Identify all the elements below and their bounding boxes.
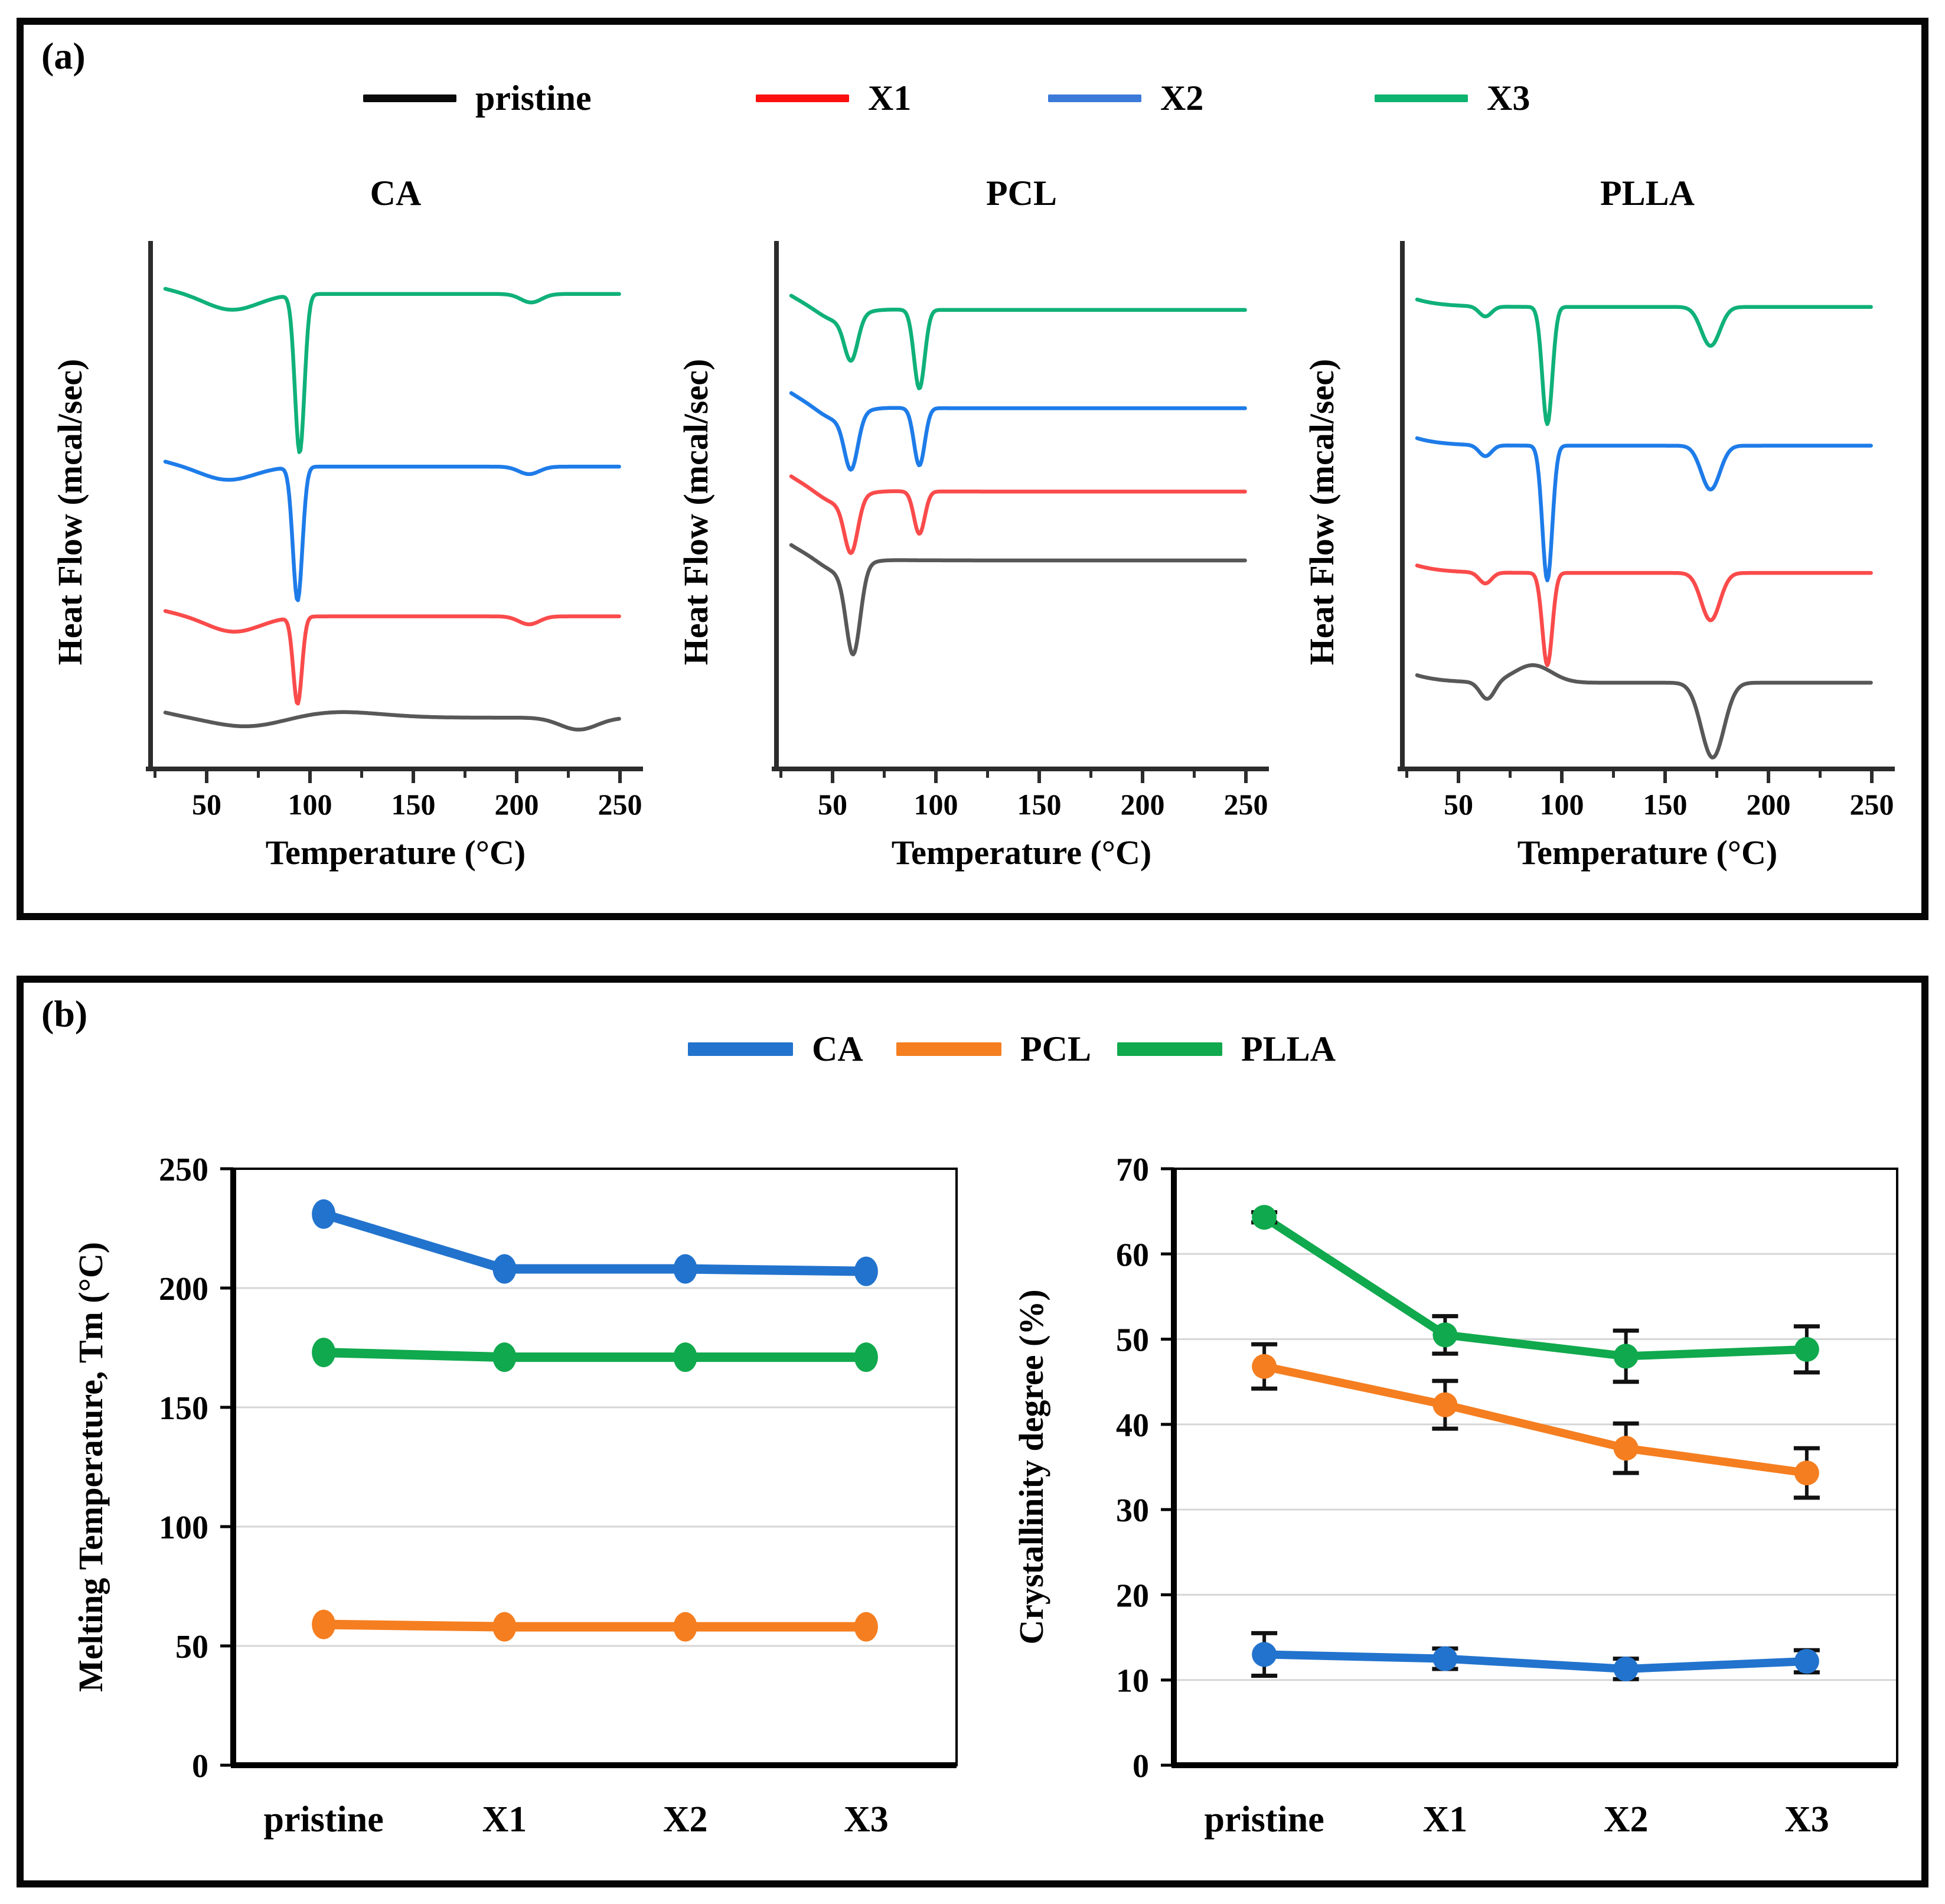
legend-label-x1: X1 xyxy=(868,78,912,118)
plla-line-swatch xyxy=(1117,1042,1222,1056)
melting-temperature-svg: 0 50 100 150 200 250 Melting Temperature, Tm (… xyxy=(71,1152,958,1840)
svg-text:100: 100 xyxy=(159,1509,208,1546)
svg-text:X2: X2 xyxy=(1604,1799,1649,1840)
crystallinity-degree-chart: 0 10 20 30 40 50 60 70 Crystallinity degree (%) p… xyxy=(997,1119,1939,1886)
svg-text:200: 200 xyxy=(1121,788,1165,821)
x2-line-swatch xyxy=(1048,94,1141,102)
svg-text:150: 150 xyxy=(391,788,436,821)
pcl-line-swatch xyxy=(896,1042,1001,1056)
svg-text:70: 70 xyxy=(1116,1152,1149,1188)
legend-item-x1: X1 xyxy=(756,77,911,119)
ca-line-swatch xyxy=(688,1042,793,1056)
legend-label-plla: PLLA xyxy=(1241,1029,1336,1068)
svg-text:Heat Flow (mcal/sec): Heat Flow (mcal/sec) xyxy=(1303,359,1341,666)
subplot-ca: CA Heat Flow (mcal/sec) 50 100 150 200 250 Temp… xyxy=(47,164,655,908)
svg-text:20: 20 xyxy=(1116,1577,1149,1614)
svg-text:Heat Flow (mcal/sec): Heat Flow (mcal/sec) xyxy=(677,359,715,666)
legend-label-pristine: pristine xyxy=(475,78,592,118)
svg-text:X3: X3 xyxy=(844,1799,889,1840)
subplot-plla: PLLA Heat Flow (mcal/sec) 50 100 150 200 250 Te… xyxy=(1299,164,1907,908)
svg-text:X1: X1 xyxy=(482,1799,527,1840)
legend-item-x3: X3 xyxy=(1375,77,1530,119)
svg-text:30: 30 xyxy=(1116,1492,1149,1529)
legend-item-pcl: PCL xyxy=(896,1028,1091,1070)
svg-text:250: 250 xyxy=(159,1152,208,1188)
svg-text:PLLA: PLLA xyxy=(1600,174,1695,213)
svg-text:pristine: pristine xyxy=(1205,1799,1324,1840)
svg-text:X3: X3 xyxy=(1784,1799,1829,1840)
legend-item-x2: X2 xyxy=(1048,77,1203,119)
svg-text:40: 40 xyxy=(1116,1407,1149,1444)
svg-text:150: 150 xyxy=(159,1390,208,1427)
svg-text:50: 50 xyxy=(818,788,847,821)
panel-a: (a) pristine X1 X2 X3 CA Heat Flow (mcal/… xyxy=(17,18,1928,920)
svg-text:PCL: PCL xyxy=(986,174,1057,213)
svg-text:200: 200 xyxy=(159,1271,208,1308)
pristine-line-swatch xyxy=(363,94,456,102)
dsc-chart-ca: CA Heat Flow (mcal/sec) 50 100 150 200 250 Temp… xyxy=(51,174,643,872)
legend-label-ca: CA xyxy=(812,1029,863,1068)
svg-text:100: 100 xyxy=(288,788,332,821)
svg-text:50: 50 xyxy=(1116,1322,1149,1359)
svg-text:pristine: pristine xyxy=(264,1799,384,1840)
x1-line-swatch xyxy=(756,94,849,102)
panel-b: (b) CA PCL PLLA 0 50 100 150 200 250 Melting T… xyxy=(17,976,1928,1887)
dsc-chart-pcl: PCL Heat Flow (mcal/sec) 50 100 150 200 250 Tem… xyxy=(677,174,1269,872)
svg-text:250: 250 xyxy=(1224,788,1268,821)
panel-b-label: (b) xyxy=(41,993,88,1035)
svg-text:50: 50 xyxy=(1444,788,1473,821)
melting-temperature-chart: 0 50 100 150 200 250 Melting Temperature, Tm (… xyxy=(56,1119,998,1886)
panel-a-label: (a) xyxy=(41,35,86,77)
legend-item-plla: PLLA xyxy=(1117,1028,1336,1070)
svg-text:Crystallinity degree (%): Crystallinity degree (%) xyxy=(1012,1289,1050,1644)
svg-text:X2: X2 xyxy=(663,1799,708,1840)
svg-text:50: 50 xyxy=(175,1629,208,1665)
svg-text:Heat Flow (mcal/sec): Heat Flow (mcal/sec) xyxy=(51,359,89,666)
legend-label-pcl: PCL xyxy=(1020,1029,1091,1068)
svg-text:150: 150 xyxy=(1643,788,1688,821)
legend-label-x2: X2 xyxy=(1160,78,1204,118)
svg-text:200: 200 xyxy=(1747,788,1791,821)
svg-text:X1: X1 xyxy=(1422,1799,1467,1840)
svg-text:50: 50 xyxy=(192,788,221,821)
crystallinity-degree-svg: 0 10 20 30 40 50 60 70 Crystallinity degree (%) p… xyxy=(1012,1152,1898,1840)
svg-text:CA: CA xyxy=(370,174,422,213)
subplot-pcl: PCL Heat Flow (mcal/sec) 50 100 150 200 250 Tem… xyxy=(673,164,1281,908)
svg-text:100: 100 xyxy=(914,788,958,821)
svg-text:150: 150 xyxy=(1017,788,1062,821)
svg-text:0: 0 xyxy=(192,1748,208,1785)
svg-text:100: 100 xyxy=(1540,788,1584,821)
svg-text:Melting Temperature, Tm (°C): Melting Temperature, Tm (°C) xyxy=(71,1242,110,1692)
svg-text:Temperature (°C): Temperature (°C) xyxy=(1518,833,1777,872)
svg-text:10: 10 xyxy=(1116,1663,1149,1700)
x3-line-swatch xyxy=(1375,94,1468,102)
legend-item-ca: CA xyxy=(688,1028,863,1070)
legend-item-pristine: pristine xyxy=(363,77,592,119)
svg-text:250: 250 xyxy=(1850,788,1894,821)
legend-label-x3: X3 xyxy=(1487,78,1530,118)
svg-text:250: 250 xyxy=(598,788,642,821)
svg-text:Temperature (°C): Temperature (°C) xyxy=(266,833,526,872)
svg-text:200: 200 xyxy=(495,788,539,821)
svg-text:0: 0 xyxy=(1133,1748,1149,1785)
dsc-chart-plla: PLLA Heat Flow (mcal/sec) 50 100 150 200 250 Te… xyxy=(1303,174,1895,872)
svg-text:60: 60 xyxy=(1116,1237,1149,1273)
svg-text:Temperature (°C): Temperature (°C) xyxy=(892,833,1151,872)
